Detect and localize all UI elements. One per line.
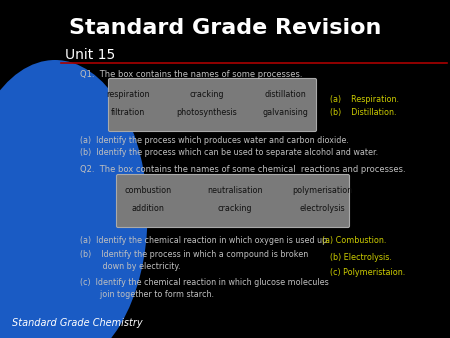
Text: cracking: cracking [218,204,252,213]
Text: Q1.  The box contains the names of some processes.: Q1. The box contains the names of some p… [80,70,302,79]
Text: (a)  Identify the process which produces water and carbon dioxide.: (a) Identify the process which produces … [80,136,349,145]
Text: polymerisation: polymerisation [292,186,352,195]
Text: addition: addition [131,204,164,213]
FancyBboxPatch shape [108,78,316,131]
Text: Q2.  The box contains the names of some chemical  reactions and processes.: Q2. The box contains the names of some c… [80,165,405,174]
Text: filtration: filtration [111,108,145,117]
Text: join together to form starch.: join together to form starch. [80,290,214,299]
Text: (c)  Identify the chemical reaction in which glucose molecules: (c) Identify the chemical reaction in wh… [80,278,329,287]
Text: (b) Electrolysis.: (b) Electrolysis. [330,253,392,262]
Text: (b)    Distillation.: (b) Distillation. [330,108,396,117]
Ellipse shape [0,60,148,338]
Text: Standard Grade Chemistry: Standard Grade Chemistry [12,318,143,328]
Text: galvanising: galvanising [262,108,308,117]
Text: down by electricity.: down by electricity. [80,262,180,271]
Text: (a) Combustion.: (a) Combustion. [322,236,387,245]
Text: Standard Grade Revision: Standard Grade Revision [69,18,381,38]
Text: respiration: respiration [106,90,150,99]
Text: distillation: distillation [264,90,306,99]
Text: (a)    Respiration.: (a) Respiration. [330,95,399,104]
FancyBboxPatch shape [117,174,350,227]
Text: combustion: combustion [125,186,171,195]
Text: (a)  Identify the chemical reaction in which oxygen is used up.: (a) Identify the chemical reaction in wh… [80,236,330,245]
Text: photosynthesis: photosynthesis [176,108,238,117]
Text: electrolysis: electrolysis [299,204,345,213]
Text: (b)  Identify the process which can be used to separate alcohol and water.: (b) Identify the process which can be us… [80,148,378,157]
Text: (c) Polymeristaion.: (c) Polymeristaion. [330,268,405,277]
Text: cracking: cracking [190,90,224,99]
Text: (b)    Identify the process in which a compound is broken: (b) Identify the process in which a comp… [80,250,308,259]
Text: neutralisation: neutralisation [207,186,263,195]
Text: Unit 15: Unit 15 [65,48,115,62]
